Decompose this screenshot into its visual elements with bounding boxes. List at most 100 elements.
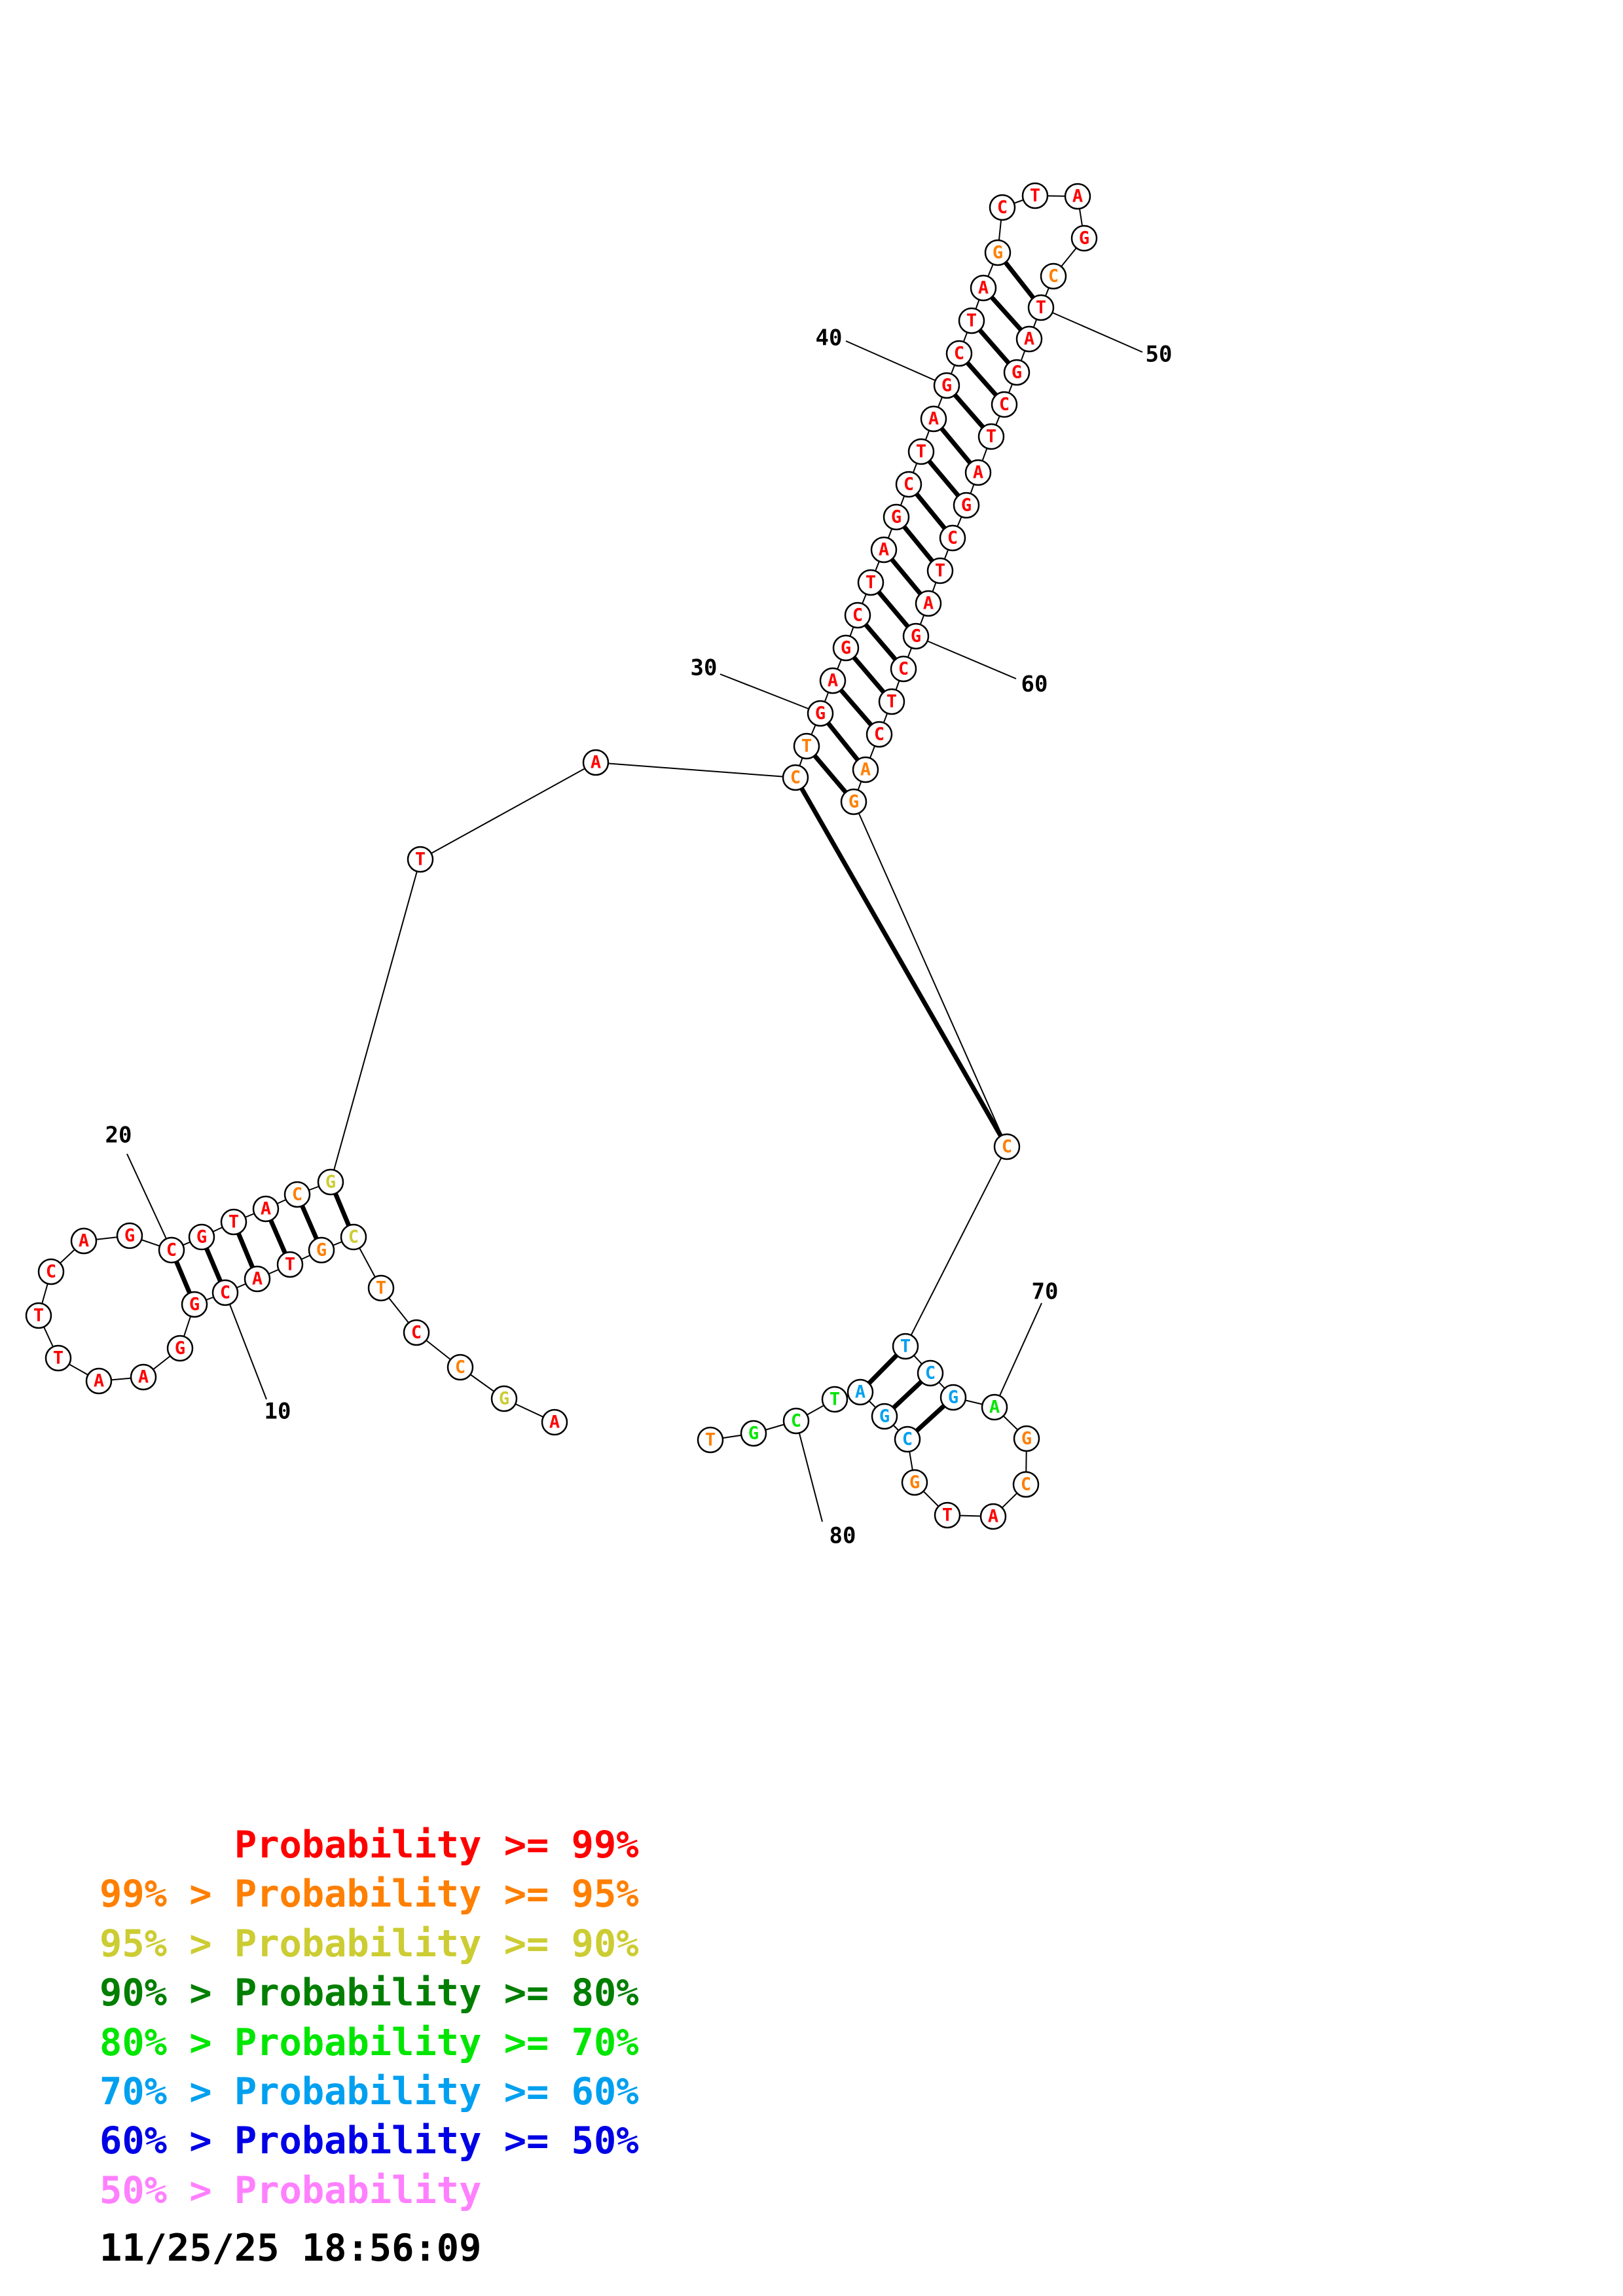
nucleotide: G <box>832 634 860 662</box>
legend-text: Probability >= 90% <box>234 1922 639 1965</box>
nucleotide-base: T <box>53 1348 64 1369</box>
nucleotide-circle <box>878 688 905 715</box>
nucleotide-circle <box>970 274 997 302</box>
nucleotide-base: A <box>988 1507 998 1527</box>
legend-prefix: 95% > <box>100 1922 234 1965</box>
nucleotide-base: T <box>801 736 812 757</box>
legend-prefix: 50% > <box>100 2168 234 2212</box>
nucleotide: T <box>977 423 1005 450</box>
nucleotide-base: T <box>228 1212 239 1232</box>
nucleotide: G <box>933 372 960 399</box>
nucleotide-circle <box>70 1227 98 1255</box>
nucleotide-base: C <box>925 1363 936 1384</box>
base-pair-bond <box>793 776 1010 1148</box>
nucleotide-circle <box>945 340 973 367</box>
nucleotide-circle <box>821 1386 848 1413</box>
nucleotide: G <box>883 503 910 531</box>
nucleotide-circle <box>902 622 930 650</box>
nucleotide-base: A <box>79 1231 89 1251</box>
nucleotide: C <box>1012 1471 1040 1498</box>
position-label: 20 <box>105 1122 132 1149</box>
nucleotide-base: A <box>928 409 939 429</box>
nucleotide-base: C <box>455 1357 465 1378</box>
nucleotide: C <box>782 1407 810 1435</box>
legend-row: 50% > Probability <box>100 2166 639 2215</box>
nucleotide: A <box>130 1363 157 1391</box>
legend-prefix: 60% > <box>100 2119 234 2163</box>
nucleotide-circle <box>740 1420 767 1447</box>
nucleotide-circle <box>832 634 860 662</box>
nucleotide: C <box>895 471 922 498</box>
nucleotide-base: G <box>1079 228 1089 249</box>
legend-prefix: 90% > <box>100 1971 234 2015</box>
nucleotide: T <box>934 1501 961 1529</box>
nucleotide: G <box>840 788 867 816</box>
nucleotide: A <box>847 1378 874 1406</box>
nucleotide-circle <box>490 1385 518 1412</box>
nucleotide-base: C <box>166 1240 177 1261</box>
nucleotide-circle <box>852 756 879 783</box>
nucleotide-base: T <box>886 692 897 712</box>
nucleotide-circle <box>866 721 893 748</box>
nucleotide: G <box>740 1420 767 1447</box>
nucleotide-circle <box>977 423 1005 450</box>
nucleotide-base: C <box>852 605 863 626</box>
nucleotide-base: A <box>1024 329 1034 350</box>
position-tick <box>994 1302 1042 1408</box>
nucleotide: C <box>403 1319 430 1346</box>
nucleotide-circle <box>901 1469 928 1496</box>
nucleotide-circle <box>1003 359 1030 386</box>
nucleotide-base: C <box>898 659 909 679</box>
position-label: 30 <box>691 655 718 681</box>
nucleotide-base: G <box>948 1388 958 1408</box>
nucleotide-base: C <box>791 1411 801 1431</box>
nucleotide-base: C <box>1002 1137 1012 1157</box>
nucleotide-base: C <box>220 1283 230 1303</box>
nucleotide-circle <box>166 1335 194 1362</box>
nucleotide-circle <box>37 1258 65 1285</box>
nucleotide-circle <box>317 1168 344 1196</box>
nucleotide-circle <box>403 1319 430 1346</box>
nucleotide-circle <box>181 1291 208 1318</box>
nucleotide-base: A <box>138 1367 149 1388</box>
position-ticks: 10 20 30 40 50 60 70 80 <box>105 307 1172 1549</box>
nucleotide-circle <box>984 239 1012 266</box>
nucleotide-base: G <box>848 792 859 812</box>
position-label: 10 <box>264 1399 291 1425</box>
legend-prefix: 70% > <box>100 2070 234 2113</box>
legend-text: Probability >= 95% <box>234 1873 639 1916</box>
nucleotide-base: G <box>196 1227 207 1247</box>
nucleotide-circle <box>993 1133 1021 1160</box>
nucleotide-circle <box>807 700 834 727</box>
nucleotide-base: G <box>815 704 826 724</box>
nucleotide-circle <box>1064 183 1091 210</box>
nucleotide: C <box>1040 262 1067 290</box>
nucleotide-base: A <box>989 1397 1000 1418</box>
nucleotide-circle <box>782 1407 810 1435</box>
nucleotide: G <box>984 239 1012 266</box>
nucleotide-circle <box>981 1393 1008 1421</box>
nucleotide-circle <box>939 1384 967 1411</box>
legend-text: Probability <box>234 2168 482 2212</box>
nucleotide-circle <box>782 764 809 791</box>
nucleotide-base: A <box>828 671 838 691</box>
nucleotide-circle <box>915 590 942 617</box>
nucleotide-circle <box>933 372 960 399</box>
nucleotide-circle <box>890 655 917 683</box>
legend-row: 80% > Probability >= 70% <box>100 2018 639 2068</box>
nucleotide-base: C <box>348 1227 359 1247</box>
nucleotide-base: G <box>748 1424 759 1444</box>
nucleotide-base: C <box>997 198 1008 218</box>
legend-text: Probability >= 50% <box>234 2119 639 2163</box>
nucleotide: T <box>793 732 820 760</box>
nucleotide-circle <box>964 459 992 486</box>
legend-row: 90% > Probability >= 80% <box>100 1969 639 2018</box>
nucleotide: G <box>902 622 930 650</box>
nucleotide: T <box>407 846 434 873</box>
nucleotide-base: A <box>973 463 983 483</box>
nucleotide: A <box>541 1408 568 1436</box>
nucleotide-base: C <box>46 1262 56 1282</box>
nucleotide: T <box>857 569 884 596</box>
legend-text: Probability >= 80% <box>234 1971 639 2015</box>
position-tick <box>795 1420 823 1522</box>
